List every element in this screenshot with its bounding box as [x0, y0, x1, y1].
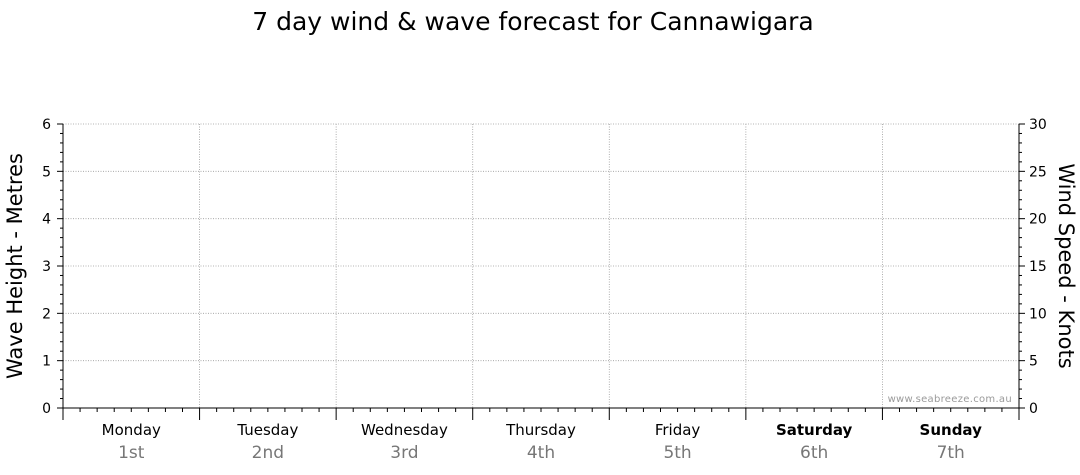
day-date-label: 4th — [527, 443, 555, 463]
watermark-text: www.seabreeze.com.au — [888, 394, 1012, 405]
day-name-label: Friday — [655, 421, 701, 439]
y-right-tick-label: 30 — [1029, 117, 1047, 133]
plot-area: 0 1 2 3 4 5 6 0 5 10 15 20 25 30 Monday 1st Tuesday 2nd We… — [42, 117, 1047, 463]
day-name-label: Monday — [102, 421, 161, 439]
y-left-tick-label: 6 — [42, 117, 51, 133]
day-name-label: Tuesday — [236, 421, 298, 439]
y-right-tick-label: 10 — [1029, 306, 1047, 322]
y-right-tick-label: 0 — [1029, 401, 1038, 417]
day-name-label: Thursday — [505, 421, 576, 439]
day-date-label: 5th — [663, 443, 691, 463]
y-left-tick-label: 5 — [42, 164, 51, 180]
y-right-tick-label: 20 — [1029, 212, 1047, 228]
y-left-tick-label: 0 — [42, 401, 51, 417]
day-date-label: 1st — [118, 443, 145, 463]
day-name-label: Sunday — [920, 421, 983, 439]
day-date-label: 7th — [937, 443, 965, 463]
day-name-label: Saturday — [776, 421, 853, 439]
y-right-tick-label: 25 — [1029, 164, 1047, 180]
day-date-label: 2nd — [252, 443, 284, 463]
y-right-tick-label: 15 — [1029, 259, 1047, 275]
chart-title: 7 day wind & wave forecast for Cannawiga… — [252, 7, 814, 36]
day-date-label: 6th — [800, 443, 828, 463]
y-left-tick-label: 4 — [42, 212, 51, 228]
y-left-tick-label: 3 — [42, 259, 51, 275]
y-left-tick-label: 1 — [42, 354, 51, 370]
y-right-tick-label: 5 — [1029, 354, 1038, 370]
day-name-label: Wednesday — [361, 421, 448, 439]
y-axis-right-label: Wind Speed - Knots — [1054, 163, 1078, 368]
y-axis-left-label: Wave Height - Metres — [3, 153, 27, 379]
y-left-tick-label: 2 — [42, 306, 51, 322]
day-date-label: 3rd — [390, 443, 418, 463]
